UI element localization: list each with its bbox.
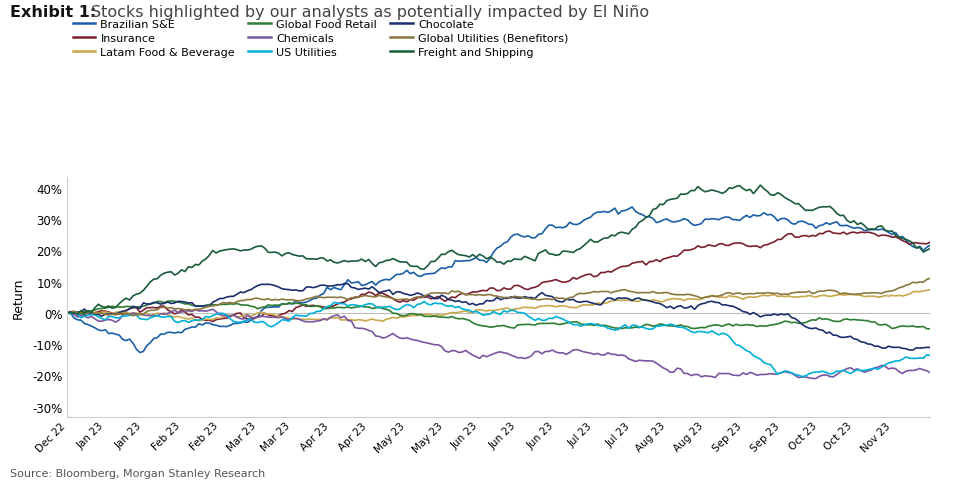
- Legend: Brazilian S&E, Insurance, Latam Food & Beverage, Global Food Retail, Chemicals, : Brazilian S&E, Insurance, Latam Food & B…: [73, 20, 569, 58]
- Text: Stocks highlighted by our analysts as potentially impacted by El Niño: Stocks highlighted by our analysts as po…: [91, 5, 649, 20]
- Text: Exhibit 1:: Exhibit 1:: [10, 5, 96, 20]
- Text: Source: Bloomberg, Morgan Stanley Research: Source: Bloomberg, Morgan Stanley Resear…: [10, 468, 265, 478]
- Y-axis label: Return: Return: [12, 277, 25, 318]
